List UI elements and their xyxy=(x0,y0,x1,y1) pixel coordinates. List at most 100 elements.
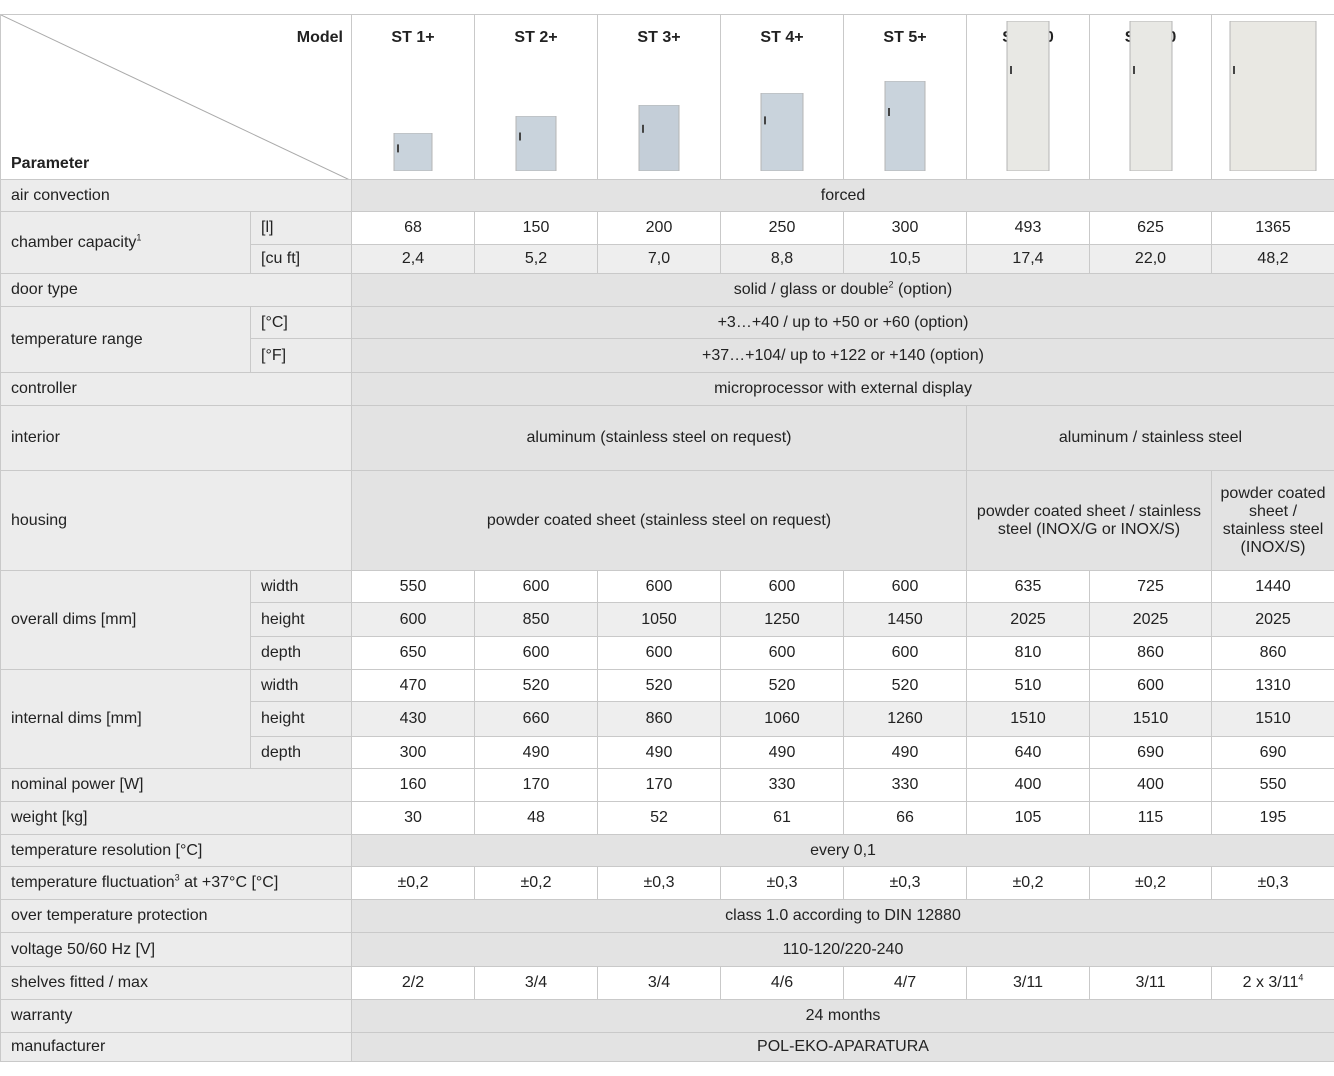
value-cell: 600 xyxy=(475,637,598,670)
value-text: 860 xyxy=(646,710,673,727)
label-text: chamber capacity xyxy=(11,234,136,251)
value-text: 600 xyxy=(523,644,550,661)
label-suffix: at +37°C [°C] xyxy=(180,874,279,891)
table-row: over temperature protection class 1.0 acc… xyxy=(1,900,1334,933)
table-header: Model Parameter ST 1+ST 2+ST 3+ST 4+ST 5… xyxy=(1,15,1334,180)
label-text: temperature range xyxy=(11,331,143,348)
value-cell: 550 xyxy=(1212,769,1334,802)
value-cell: 600 xyxy=(475,571,598,603)
row-label: nominal power [W] xyxy=(1,769,352,802)
value-text: 493 xyxy=(1015,219,1042,236)
value-cell: 2025 xyxy=(1090,603,1212,637)
value-cell: 625 xyxy=(1090,212,1212,245)
value-cell: 400 xyxy=(967,769,1090,802)
value-text: 625 xyxy=(1137,219,1164,236)
row-label: temperature resolution [°C] xyxy=(1,835,352,867)
value-text: ±0,3 xyxy=(766,874,797,891)
value-text: 2025 xyxy=(1255,611,1291,628)
row-label: temperature range xyxy=(1,307,251,373)
value-cell: 690 xyxy=(1090,737,1212,769)
header-row: Model Parameter ST 1+ST 2+ST 3+ST 4+ST 5… xyxy=(1,15,1334,180)
value-text: 300 xyxy=(892,219,919,236)
value-cell: 170 xyxy=(475,769,598,802)
value-text: 600 xyxy=(646,644,673,661)
value-cell: 3/11 xyxy=(967,967,1090,1000)
value-cell: forced xyxy=(352,180,1334,212)
value-text: 170 xyxy=(646,776,673,793)
label-text: temperature resolution [°C] xyxy=(11,842,202,859)
value-cell: 5,2 xyxy=(475,245,598,274)
value-text: 600 xyxy=(892,578,919,595)
model-header: ST 1200 xyxy=(1212,15,1334,180)
value-text: ±0,2 xyxy=(1012,874,1043,891)
label-text: over temperature protection xyxy=(11,907,208,924)
value-cell: ±0,2 xyxy=(967,867,1090,900)
value-text: 17,4 xyxy=(1012,250,1043,267)
value-cell: 490 xyxy=(598,737,721,769)
value-text: 550 xyxy=(1260,776,1287,793)
row-label: door type xyxy=(1,274,352,307)
value-text: 115 xyxy=(1138,809,1164,826)
unit-label: [l] xyxy=(251,212,352,245)
value-text: 1440 xyxy=(1255,578,1291,595)
value-cell: 600 xyxy=(352,603,475,637)
value-text: class 1.0 according to DIN 12880 xyxy=(725,907,961,924)
value-cell: 150 xyxy=(475,212,598,245)
value-text: 48 xyxy=(527,809,545,826)
value-text: 150 xyxy=(523,219,550,236)
value-text: 1365 xyxy=(1255,219,1291,236)
table-row: interior aluminum (stainless steel on req… xyxy=(1,406,1334,471)
value-cell: 860 xyxy=(598,702,721,737)
model-name: ST 2+ xyxy=(475,29,597,47)
value-cell: 2025 xyxy=(967,603,1090,637)
value-cell: aluminum (stainless steel on request) xyxy=(352,406,967,471)
value-text: 5,2 xyxy=(525,250,547,267)
value-text: 7,0 xyxy=(648,250,670,267)
value-cell: microprocessor with external display xyxy=(352,373,1334,406)
unit-label: [°C] xyxy=(251,307,352,339)
row-label: temperature fluctuation3 at +37°C [°C] xyxy=(1,867,352,900)
value-cell: 30 xyxy=(352,802,475,835)
value-text: 600 xyxy=(892,644,919,661)
model-name: ST 1+ xyxy=(352,29,474,47)
value-cell: 195 xyxy=(1212,802,1334,835)
value-cell: 250 xyxy=(721,212,844,245)
label-text: weight [kg] xyxy=(11,809,87,826)
label-text: overall dims [mm] xyxy=(11,611,136,628)
model-header: ST 5+ xyxy=(844,15,967,180)
value-cell: 635 xyxy=(967,571,1090,603)
value-text: 690 xyxy=(1260,744,1287,761)
label-text: voltage 50/60 Hz [V] xyxy=(11,941,155,958)
value-text: 24 months xyxy=(806,1007,881,1024)
value-text: solid / glass or double xyxy=(734,281,889,298)
value-text: 650 xyxy=(400,644,427,661)
row-label: internal dims [mm] xyxy=(1,670,251,769)
value-cell: 1260 xyxy=(844,702,967,737)
value-text: 490 xyxy=(523,744,550,761)
unit-label: [°F] xyxy=(251,339,352,373)
value-cell: 2/2 xyxy=(352,967,475,1000)
value-cell: 490 xyxy=(721,737,844,769)
value-text: 635 xyxy=(1015,578,1042,595)
value-text: 1510 xyxy=(1133,710,1169,727)
value-cell: 860 xyxy=(1212,637,1334,670)
row-label: controller xyxy=(1,373,352,406)
value-cell: 1365 xyxy=(1212,212,1334,245)
value-text: every 0,1 xyxy=(810,842,876,859)
value-cell: 1060 xyxy=(721,702,844,737)
value-cell: 600 xyxy=(721,571,844,603)
value-text: 860 xyxy=(1260,644,1287,661)
value-cell: 4/6 xyxy=(721,967,844,1000)
row-label: interior xyxy=(1,406,352,471)
label-text: interior xyxy=(11,429,60,446)
value-text: 550 xyxy=(400,578,427,595)
label-text: housing xyxy=(11,512,67,529)
value-text: 1260 xyxy=(887,710,923,727)
value-text: 3/11 xyxy=(1013,974,1043,991)
value-cell: 600 xyxy=(721,637,844,670)
value-text: 48,2 xyxy=(1257,250,1288,267)
